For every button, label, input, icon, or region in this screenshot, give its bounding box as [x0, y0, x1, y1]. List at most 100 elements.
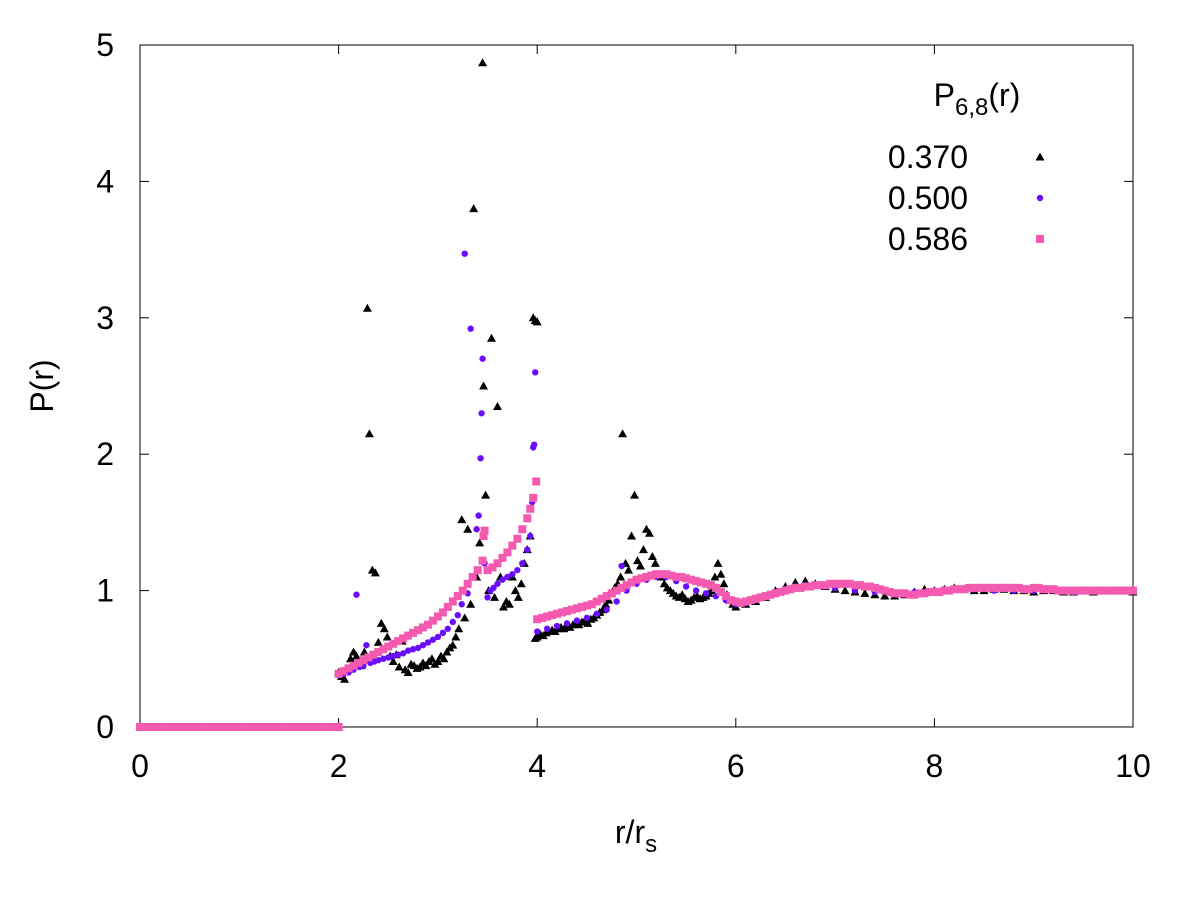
x-axis-label-subscript: s [645, 831, 657, 858]
data-point [150, 723, 159, 731]
data-point [1079, 586, 1088, 595]
data-point [593, 610, 600, 617]
data-point [840, 586, 850, 595]
data-point [424, 639, 432, 646]
y-tick-label: 0 [96, 709, 114, 745]
data-point [741, 597, 750, 606]
data-point [379, 645, 388, 654]
legend-label: 0.586 [888, 221, 968, 257]
data-point [791, 583, 800, 592]
data-point [140, 723, 149, 731]
data-point [210, 723, 219, 731]
legend-items: 0.370 0.500 0.586 [888, 139, 1045, 257]
data-point [1034, 583, 1043, 592]
data-point [494, 580, 501, 587]
data-point [806, 582, 815, 591]
data-point [524, 546, 531, 553]
y-tick-label: 1 [96, 573, 114, 609]
data-point [419, 623, 428, 632]
data-point [766, 590, 775, 599]
data-point [394, 662, 404, 671]
data-point [433, 657, 443, 666]
data-point [711, 583, 720, 592]
data-point [613, 598, 620, 605]
data-point [334, 723, 343, 731]
data-point [677, 572, 686, 581]
data-point [399, 650, 407, 657]
data-point [1129, 586, 1137, 595]
data-point [175, 723, 184, 731]
data-point [667, 571, 676, 580]
data-point [1094, 586, 1103, 595]
data-point [607, 589, 616, 598]
data-point [543, 625, 551, 632]
data-point [190, 723, 199, 731]
data-point [985, 583, 994, 592]
data-point [900, 589, 909, 598]
series-0 [135, 58, 1138, 731]
data-point [563, 620, 571, 627]
y-tick-label: 5 [96, 27, 114, 63]
data-point [860, 588, 870, 597]
data-point [567, 605, 576, 614]
data-point [950, 585, 959, 594]
data-point [719, 579, 729, 588]
y-tick-label: 3 [96, 300, 114, 336]
data-point [423, 620, 432, 629]
data-point [359, 656, 368, 665]
data-point [484, 594, 491, 601]
data-point [726, 596, 735, 605]
data-point [509, 571, 516, 578]
data-point [582, 601, 591, 610]
data-point [439, 654, 449, 663]
data-point [562, 607, 571, 616]
data-point [1039, 585, 1048, 594]
data-point [647, 571, 656, 580]
data-point [518, 525, 527, 534]
data-point [1019, 585, 1028, 594]
data-point [479, 355, 486, 362]
data-point [289, 723, 298, 731]
data-point [385, 654, 392, 661]
data-point [309, 723, 318, 731]
x-axis-label: r/rs [615, 814, 657, 858]
data-point [490, 584, 497, 592]
data-point [499, 576, 506, 583]
data-point [821, 581, 830, 590]
data-point [473, 566, 482, 575]
data-point [970, 583, 979, 592]
data-point [905, 590, 914, 599]
x-tick-label: 6 [727, 748, 745, 784]
data-point [796, 583, 805, 592]
data-point [478, 58, 488, 67]
data-point [920, 589, 929, 598]
data-point [532, 477, 541, 486]
data-point [478, 410, 485, 417]
data-point [1009, 583, 1018, 592]
data-point [627, 531, 637, 540]
data-point [811, 581, 820, 590]
data-point [935, 587, 944, 596]
data-point [597, 594, 606, 603]
data-point [647, 552, 657, 560]
data-point [304, 723, 313, 731]
data-point [195, 723, 204, 731]
data-point [682, 583, 690, 590]
data-point [136, 723, 144, 731]
data-point [373, 637, 383, 646]
data-point [454, 611, 461, 619]
data-point [449, 618, 456, 626]
data-point [399, 634, 408, 643]
data-point [618, 562, 625, 570]
data-point [572, 604, 581, 613]
legend: P6,8(r) 0.370 0.500 0.586 [888, 77, 1045, 257]
data-point [245, 723, 254, 731]
data-point [1064, 586, 1073, 595]
data-point [404, 631, 413, 640]
data-point [573, 617, 581, 624]
y-axis-ticks: 0 1 2 3 4 5 [96, 27, 1133, 745]
data-point [617, 583, 626, 592]
data-point [531, 441, 538, 448]
data-point [428, 616, 437, 625]
data-point [513, 534, 522, 543]
